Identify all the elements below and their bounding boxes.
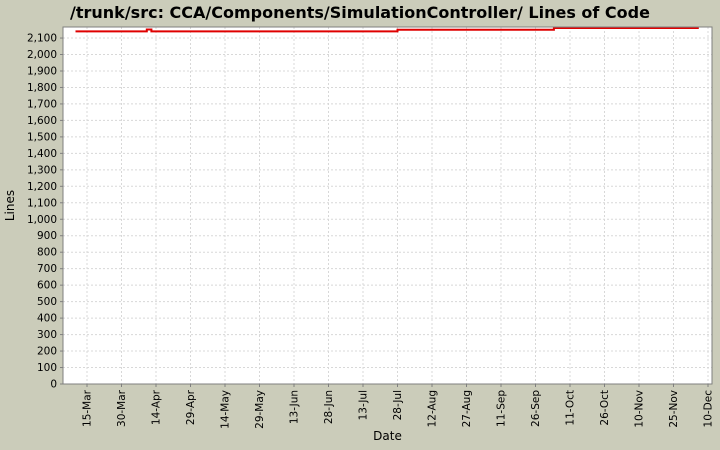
y-tick-label: 0 xyxy=(50,379,57,391)
y-tick-label: 700 xyxy=(37,263,57,275)
y-tick-label: 2,000 xyxy=(27,49,57,61)
x-tick-label: 10-Dec xyxy=(703,390,715,428)
plot-border xyxy=(62,26,713,385)
y-tick-label: 200 xyxy=(37,346,57,358)
x-tick-label: 30-Mar xyxy=(116,389,128,427)
x-tick-label: 10-Nov xyxy=(634,390,646,428)
y-tick-label: 1,700 xyxy=(27,98,57,110)
x-tick-label: 15-Mar xyxy=(82,389,94,427)
y-tick-label: 2,100 xyxy=(27,33,57,45)
x-axis-title: Date xyxy=(373,429,402,443)
y-tick-label: 900 xyxy=(37,230,57,242)
chart-title: /trunk/src: CCA/Components/SimulationCon… xyxy=(70,3,650,22)
x-tick-label: 14-May xyxy=(220,390,232,429)
y-tick-label: 1,000 xyxy=(27,214,57,226)
x-tick-label: 11-Oct xyxy=(565,390,577,426)
x-tick-label: 29-Apr xyxy=(185,389,197,425)
x-tick-label: 12-Aug xyxy=(427,390,439,427)
x-tick-label: 13-Jun xyxy=(289,390,301,424)
x-tick-label: 26-Sep xyxy=(530,390,542,427)
y-tick-label: 1,400 xyxy=(27,148,57,160)
y-tick-label: 800 xyxy=(37,247,57,259)
y-tick-label: 1,500 xyxy=(27,131,57,143)
y-tick-label: 600 xyxy=(37,280,57,292)
series-line xyxy=(75,27,699,33)
y-tick-label: 400 xyxy=(37,313,57,325)
y-tick-label: 1,900 xyxy=(27,65,57,77)
x-tick-label: 11-Sep xyxy=(496,390,508,427)
x-tick-label: 28-Jul xyxy=(392,390,404,420)
x-tick-label: 27-Aug xyxy=(461,390,473,427)
y-tick-label: 300 xyxy=(37,329,57,341)
y-tick-label: 500 xyxy=(37,296,57,308)
y-tick-label: 1,200 xyxy=(27,181,57,193)
x-tick-label: 28-Jun xyxy=(323,390,335,424)
x-tick-label: 25-Nov xyxy=(668,390,680,428)
x-tick-label: 13-Jul xyxy=(358,390,370,420)
plot-background xyxy=(63,27,712,384)
y-tick-label: 100 xyxy=(37,362,57,374)
y-tick-label: 1,100 xyxy=(27,197,57,209)
x-tick-label: 14-Apr xyxy=(151,389,163,425)
x-tick-label: 26-Oct xyxy=(599,390,611,426)
y-tick-label: 1,300 xyxy=(27,164,57,176)
y-axis-title: Lines xyxy=(3,190,17,221)
x-tick-label: 29-May xyxy=(254,390,266,429)
y-tick-label: 1,800 xyxy=(27,82,57,94)
y-tick-label: 1,600 xyxy=(27,115,57,127)
